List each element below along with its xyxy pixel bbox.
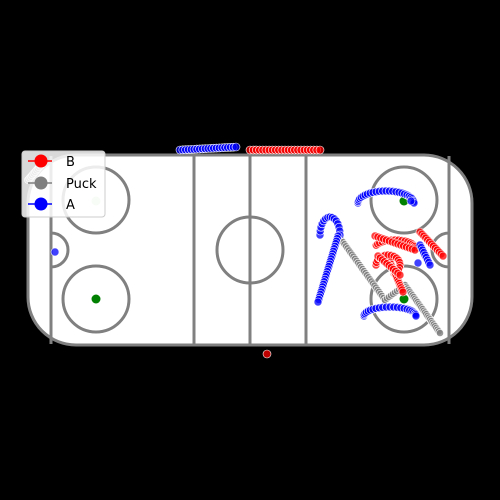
team-b-marker: [262, 349, 272, 359]
team-a-marker: [411, 311, 421, 321]
legend: B Puck A: [21, 150, 106, 218]
team-b-marker: [438, 251, 448, 261]
legend-marker-a: [34, 197, 48, 211]
team-b-marker: [315, 145, 325, 155]
puck-marker: [436, 329, 444, 337]
team-a-marker: [313, 297, 323, 307]
legend-item-puck: Puck: [28, 176, 97, 192]
legend-marker-b: [34, 154, 48, 168]
team-a-marker: [406, 196, 416, 206]
legend-label-puck: Puck: [66, 177, 97, 192]
left-goal-crease: [50, 231, 70, 269]
team-b-trajectory-group: [245, 145, 448, 359]
center-faceoff-circle: [215, 215, 285, 285]
faceoff-dot: [91, 294, 101, 304]
team-b-marker: [398, 287, 408, 297]
team-a-marker: [231, 142, 241, 152]
faceoff-circle-left-bottom: [61, 264, 131, 334]
legend-item-b: B: [28, 154, 75, 170]
legend-item-a: A: [28, 197, 75, 213]
legend-marker-puck: [34, 176, 48, 190]
team-a-marker: [50, 247, 60, 257]
legend-label-a: A: [66, 198, 75, 213]
team-a-marker: [413, 258, 423, 268]
team-b-marker: [395, 270, 405, 280]
legend-label-b: B: [66, 155, 75, 170]
team-a-marker: [425, 260, 435, 270]
faceoff-circle-right-top: [369, 165, 439, 235]
team-a-trajectory-group: [50, 142, 435, 321]
faceoff-dot: [399, 294, 409, 304]
